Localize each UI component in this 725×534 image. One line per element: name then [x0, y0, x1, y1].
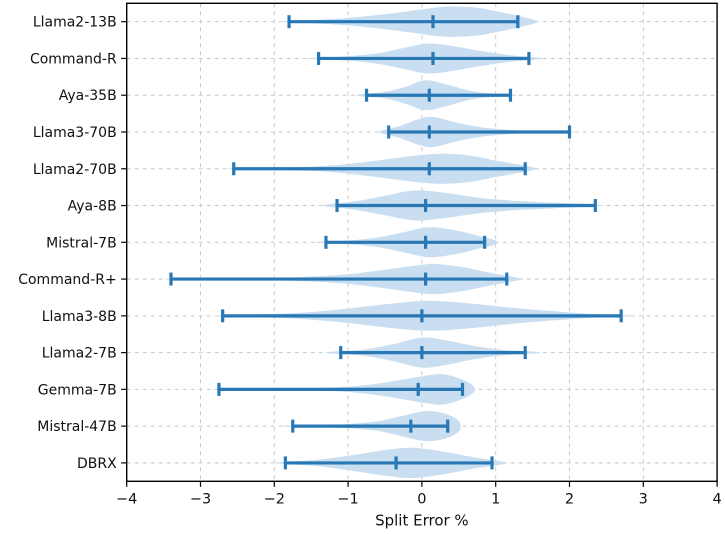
y-tick-label-Command-R+: Command-R+: [18, 272, 116, 288]
x-tick-label: 0: [417, 491, 426, 507]
y-tick-label-Llama3-70B: Llama3-70B: [33, 125, 117, 141]
y-tick-label-Command-R: Command-R: [30, 51, 117, 67]
y-tick-label-DBRX: DBRX: [77, 456, 117, 472]
x-tick-label: 2: [565, 491, 574, 507]
y-tick-label-Aya-35B: Aya-35B: [59, 88, 117, 104]
x-tick-label: −3: [190, 491, 211, 507]
x-tick-label: 4: [712, 491, 721, 507]
x-tick-label: −4: [116, 491, 137, 507]
y-tick-label-Llama2-13B: Llama2-13B: [33, 15, 117, 31]
y-tick-label-Mistral-47B: Mistral-47B: [37, 419, 116, 435]
x-tick-label: −1: [337, 491, 358, 507]
x-axis-title: Split Error %: [375, 511, 469, 529]
y-tick-label-Aya-8B: Aya-8B: [68, 199, 117, 215]
y-tick-label-Mistral-7B: Mistral-7B: [46, 235, 117, 251]
x-tick-label: −2: [264, 491, 285, 507]
y-tick-label-Llama2-7B: Llama2-7B: [42, 346, 117, 362]
y-tick-label-Llama2-70B: Llama2-70B: [33, 162, 117, 178]
y-tick-label-Llama3-8B: Llama3-8B: [42, 309, 117, 325]
x-tick-label: 1: [491, 491, 500, 507]
x-tick-label: 3: [639, 491, 648, 507]
y-tick-label-Gemma-7B: Gemma-7B: [38, 382, 117, 398]
